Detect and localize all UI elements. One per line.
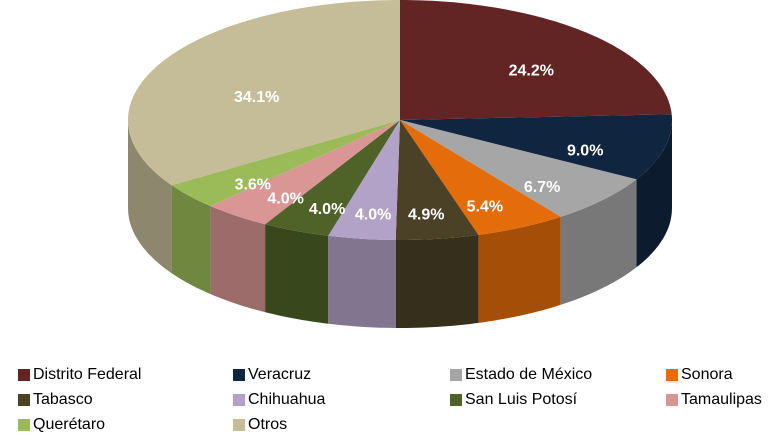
legend-swatch (233, 419, 245, 431)
slice (395, 120, 479, 240)
legend-label: Veracruz (248, 366, 311, 383)
data-label: 3.6% (235, 177, 271, 194)
slice-side (478, 216, 561, 323)
slice (400, 120, 637, 217)
slice (400, 0, 672, 120)
legend-label: Tabasco (33, 391, 93, 408)
legend-swatch (233, 394, 245, 406)
legend-label: Querétaro (33, 416, 105, 433)
legend-swatch (666, 394, 678, 406)
legend-label: Otros (248, 416, 287, 433)
data-label: 4.0% (355, 206, 391, 223)
data-label: 4.9% (408, 206, 444, 223)
slice-side (395, 234, 479, 328)
legend-label: San Luis Potosí (465, 391, 578, 408)
legend-swatch (18, 419, 30, 431)
slice (171, 120, 400, 207)
legend-label: Sonora (681, 366, 733, 383)
legend-swatch (450, 369, 462, 381)
slice (128, 0, 400, 186)
slice-side (171, 185, 211, 295)
slice-side (636, 120, 672, 268)
slice (400, 114, 672, 180)
legend-swatch (18, 394, 30, 406)
data-label: 5.4% (467, 198, 503, 215)
slice-side (210, 206, 266, 313)
data-label: 34.1% (234, 89, 279, 106)
legend-swatch (18, 369, 30, 381)
legend-label: Chihuahua (248, 391, 326, 408)
legend-swatch (666, 369, 678, 381)
data-label: 9.0% (567, 143, 603, 160)
data-label: 4.0% (309, 201, 345, 218)
legend-label: Distrito Federal (33, 366, 141, 383)
slice (400, 120, 561, 235)
data-label: 24.2% (509, 62, 554, 79)
slice-side (128, 120, 172, 274)
slice-side (560, 179, 637, 305)
legend-swatch (233, 369, 245, 381)
slice (328, 120, 400, 240)
legend-label: Tamaulipas (681, 391, 762, 408)
data-label: 6.7% (524, 179, 560, 196)
data-label: 4.0% (267, 190, 303, 207)
legend-label: Estado de México (465, 366, 592, 383)
slice-side (328, 235, 396, 328)
slice-side (265, 224, 329, 324)
legend-swatch (450, 394, 462, 406)
slice (265, 120, 400, 236)
slice (210, 120, 400, 225)
